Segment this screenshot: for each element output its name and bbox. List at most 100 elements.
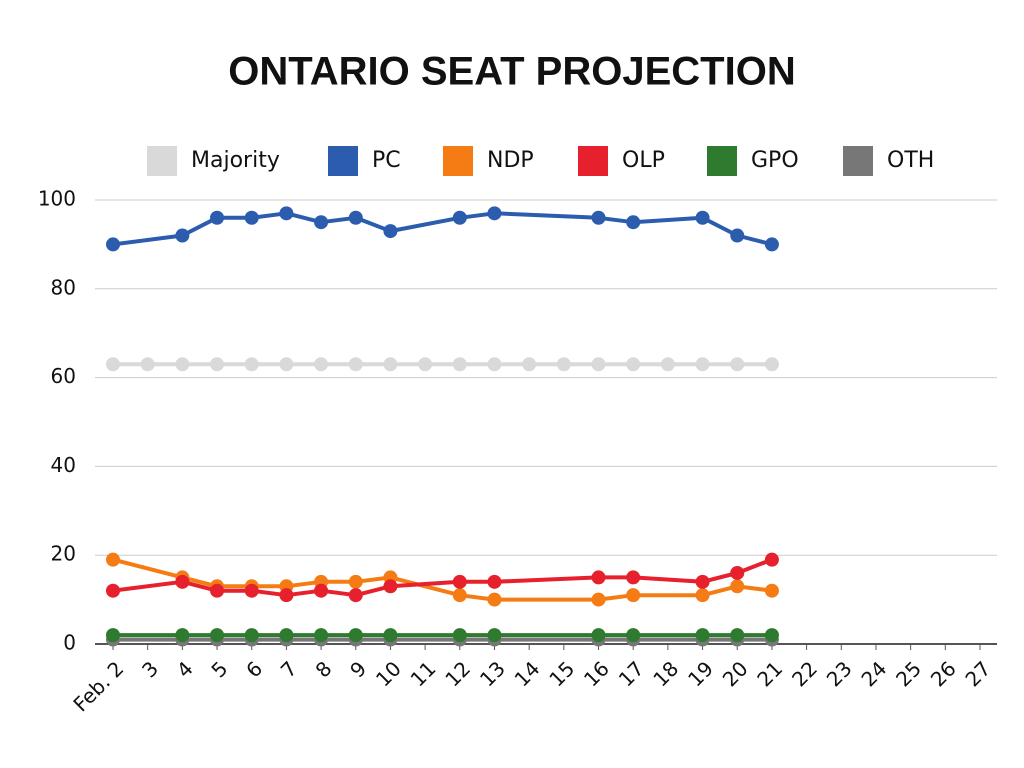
data-point <box>106 237 120 252</box>
legend-swatch <box>707 146 737 176</box>
data-point <box>695 588 710 603</box>
data-point <box>626 628 641 643</box>
x-tick-label: 21 <box>752 656 787 691</box>
y-tick-label: 20 <box>51 542 76 566</box>
data-point <box>730 565 745 580</box>
data-point <box>626 357 641 372</box>
legend-swatch <box>147 146 177 176</box>
data-point <box>487 206 502 221</box>
data-point <box>522 357 537 372</box>
legend-swatch <box>443 146 473 176</box>
data-point <box>279 628 294 643</box>
x-tick-label: 8 <box>311 656 337 682</box>
data-point <box>591 628 606 643</box>
data-point <box>695 210 710 225</box>
data-point <box>348 210 363 225</box>
data-point <box>279 357 294 372</box>
y-tick-label: 40 <box>51 453 76 477</box>
data-point <box>348 357 363 372</box>
data-point <box>452 357 467 372</box>
x-tick-label: 19 <box>683 656 718 691</box>
x-tick-label: 11 <box>406 656 441 691</box>
data-point <box>487 592 502 607</box>
data-point <box>106 583 120 598</box>
data-point <box>730 628 745 643</box>
data-point <box>210 628 225 643</box>
data-point <box>383 224 398 239</box>
data-point <box>660 357 675 372</box>
data-point <box>452 588 467 603</box>
x-tick-label: Feb. 2 <box>68 656 128 716</box>
y-tick-label: 60 <box>51 364 76 388</box>
data-point <box>418 357 433 372</box>
data-point <box>487 574 502 589</box>
data-point <box>383 628 398 643</box>
x-tick-label: 26 <box>926 656 961 691</box>
x-tick-label: 15 <box>544 656 579 691</box>
x-tick-label: 5 <box>206 656 232 682</box>
x-tick-label: 9 <box>345 656 371 682</box>
x-tick-label: 14 <box>510 656 545 691</box>
x-tick-label: 25 <box>891 656 926 691</box>
data-point <box>487 628 502 643</box>
data-point <box>314 215 329 230</box>
legend-swatch <box>578 146 608 176</box>
data-point <box>244 628 259 643</box>
x-tick-label: 3 <box>137 656 163 682</box>
data-point <box>730 579 745 594</box>
legend-label: PC <box>372 148 401 173</box>
x-tick-label: 12 <box>440 656 475 691</box>
data-point <box>210 210 225 225</box>
x-tick-label: 20 <box>718 656 753 691</box>
data-point <box>626 570 641 585</box>
legend-swatch <box>843 146 873 176</box>
data-point <box>244 210 259 225</box>
x-tick-label: 4 <box>172 656 198 682</box>
data-point <box>244 583 259 598</box>
data-point <box>764 357 779 372</box>
data-point <box>764 552 779 567</box>
data-point <box>106 357 120 372</box>
data-point <box>314 628 329 643</box>
data-point <box>764 583 779 598</box>
legend-label: GPO <box>751 148 799 173</box>
data-point <box>348 574 363 589</box>
data-point <box>175 574 190 589</box>
data-point <box>591 357 606 372</box>
data-point <box>314 357 329 372</box>
data-point <box>175 357 190 372</box>
data-point <box>730 228 745 243</box>
data-point <box>210 583 225 598</box>
data-point <box>279 588 294 603</box>
data-point <box>556 357 571 372</box>
data-point <box>244 357 259 372</box>
x-tick-label: 7 <box>276 656 302 682</box>
data-point <box>175 228 190 243</box>
data-point <box>210 357 225 372</box>
data-point <box>140 357 155 372</box>
data-point <box>383 579 398 594</box>
legend-label: OLP <box>622 148 665 173</box>
data-point <box>452 210 467 225</box>
y-tick-label: 80 <box>51 275 76 299</box>
data-point <box>695 628 710 643</box>
chart-title: ONTARIO SEAT PROJECTION <box>228 50 795 94</box>
x-tick-label: 24 <box>856 656 891 691</box>
x-tick-label: 23 <box>822 656 857 691</box>
data-point <box>764 237 779 252</box>
x-tick-label: 18 <box>648 656 683 691</box>
x-tick-label: 13 <box>475 656 510 691</box>
data-point <box>730 357 745 372</box>
data-point <box>452 574 467 589</box>
data-point <box>695 574 710 589</box>
data-point <box>591 210 606 225</box>
data-point <box>279 206 294 221</box>
data-point <box>314 583 329 598</box>
legend-label: Majority <box>191 148 280 173</box>
x-tick-label: 10 <box>371 656 406 691</box>
legend-label: NDP <box>487 148 534 173</box>
legend-label: OTH <box>887 148 934 173</box>
data-point <box>487 357 502 372</box>
data-point <box>348 588 363 603</box>
